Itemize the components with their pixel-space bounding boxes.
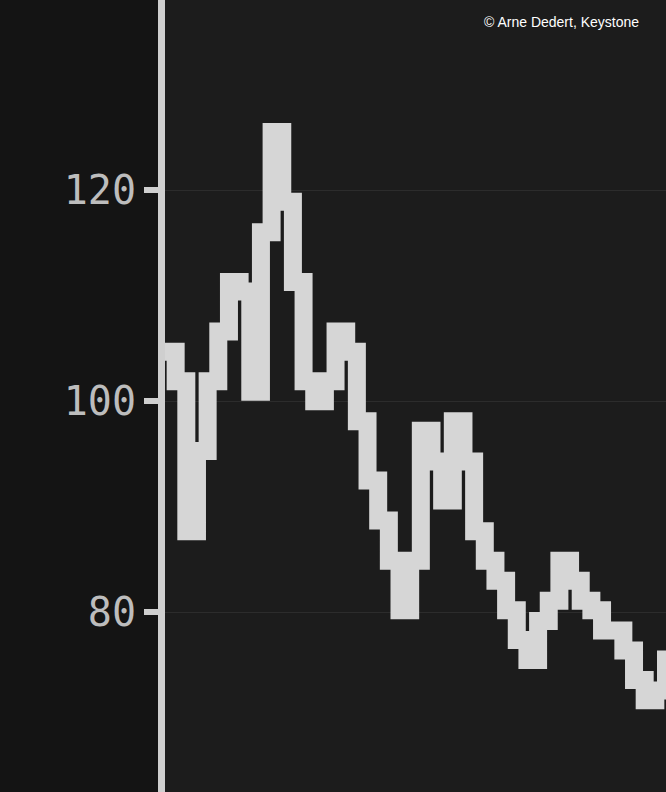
svg-text:100: 100 xyxy=(64,378,136,424)
svg-text:120: 120 xyxy=(64,167,136,213)
svg-text:© Arne Dedert, Keystone: © Arne Dedert, Keystone xyxy=(484,14,639,30)
svg-text:80: 80 xyxy=(88,589,136,635)
